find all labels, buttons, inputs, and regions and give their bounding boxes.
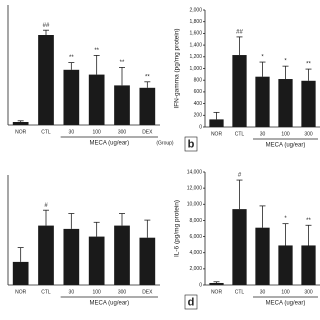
x-tick-label: NOR xyxy=(211,289,223,295)
y-tick-label: 12,000 xyxy=(187,185,203,191)
bar xyxy=(63,69,80,125)
significance-label: * xyxy=(284,216,287,222)
y-axis-label: IFN-gamma (pg/mg protein) xyxy=(174,28,181,108)
bar xyxy=(209,282,224,285)
bar xyxy=(114,85,130,125)
x-tick-label: CTL xyxy=(41,289,51,295)
x-tick-label: 30 xyxy=(260,289,266,295)
y-tick-label: 1,200 xyxy=(189,54,202,60)
x-tick-label: 30 xyxy=(260,131,266,137)
group-label: (Group) xyxy=(156,140,174,146)
y-tick-label: 4,000 xyxy=(189,250,202,256)
bar xyxy=(278,79,293,127)
panel-label: d xyxy=(188,296,195,308)
y-tick-label: 1,800 xyxy=(189,19,202,25)
y-tick-label: 8,000 xyxy=(189,218,202,224)
x-axis-label: MECA (ug/ear) xyxy=(266,301,306,307)
y-tick-label: 0 xyxy=(199,124,202,130)
x-tick-label: 100 xyxy=(281,131,290,137)
x-tick-label: 30 xyxy=(69,129,75,135)
significance-label: ** xyxy=(94,48,99,54)
bar xyxy=(63,228,80,285)
y-tick-label: 1,000 xyxy=(189,66,202,72)
x-tick-label: NOR xyxy=(211,131,223,137)
y-axis-label: IL-6 (pg/mg protein) xyxy=(174,200,181,257)
bar xyxy=(114,225,130,285)
y-tick-label: 6,000 xyxy=(189,234,202,240)
bar xyxy=(38,225,54,285)
bar xyxy=(88,236,105,285)
panel-label: b xyxy=(188,138,195,150)
y-tick-label: 14,000 xyxy=(187,169,203,175)
bar xyxy=(88,74,105,125)
significance-label: ## xyxy=(236,29,243,35)
y-tick-label: 800 xyxy=(194,78,203,84)
x-axis-label: MECA (ug/ear) xyxy=(89,301,129,307)
x-tick-label: 300 xyxy=(118,289,127,295)
x-tick-label: CTL xyxy=(41,129,51,135)
y-tick-label: 200 xyxy=(194,113,203,119)
y-tick-label: 1,600 xyxy=(189,31,202,37)
y-tick-label: 600 xyxy=(194,89,203,95)
y-tick-label: 2,000 xyxy=(189,7,202,13)
bar xyxy=(12,261,29,285)
x-tick-label: 100 xyxy=(92,129,101,135)
bar xyxy=(139,87,156,125)
bar xyxy=(301,245,316,285)
significance-label: ** xyxy=(145,74,150,80)
x-tick-label: CTL xyxy=(235,131,245,137)
significance-label: ** xyxy=(306,218,311,224)
significance-label: * xyxy=(261,55,264,61)
x-axis-label: MECA (ug/ear) xyxy=(89,141,129,147)
x-tick-label: CTL xyxy=(235,289,245,295)
y-tick-label: 2,000 xyxy=(189,266,202,272)
x-tick-label: 100 xyxy=(92,289,101,295)
bar xyxy=(232,55,247,127)
x-tick-label: 30 xyxy=(69,289,75,295)
x-tick-label: 100 xyxy=(281,289,290,295)
y-tick-label: 0 xyxy=(199,282,202,288)
bar xyxy=(255,227,270,285)
x-tick-label: 300 xyxy=(304,131,313,137)
x-tick-label: DEX xyxy=(142,129,153,135)
significance-label: ** xyxy=(120,60,125,66)
x-tick-label: 300 xyxy=(304,289,313,295)
bar xyxy=(301,80,316,127)
x-tick-label: DEX xyxy=(142,289,153,295)
x-tick-label: 300 xyxy=(118,129,127,135)
significance-label: # xyxy=(238,173,242,179)
bar xyxy=(255,76,270,127)
bar xyxy=(209,119,224,127)
x-tick-label: NOR xyxy=(15,129,27,135)
x-axis-label: MECA (ug/ear) xyxy=(266,143,306,149)
y-tick-label: 1,400 xyxy=(189,42,202,48)
x-tick-label: NOR xyxy=(15,289,27,295)
significance-label: ** xyxy=(69,55,74,61)
bar xyxy=(232,209,247,285)
significance-label: ## xyxy=(43,23,50,29)
significance-label: * xyxy=(284,59,287,65)
panel-label-box xyxy=(184,136,198,152)
y-tick-label: 400 xyxy=(194,101,203,107)
significance-label: ** xyxy=(306,62,311,68)
bar xyxy=(139,237,156,285)
panel-label-box xyxy=(184,294,198,310)
bar xyxy=(38,35,54,125)
bar xyxy=(12,122,29,125)
significance-label: # xyxy=(44,203,48,209)
y-tick-label: 10,000 xyxy=(187,202,203,208)
bar xyxy=(278,245,293,285)
